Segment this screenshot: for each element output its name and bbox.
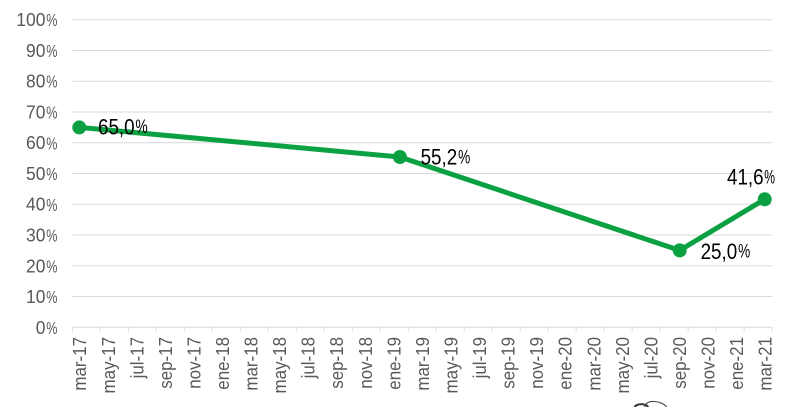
svg-text:%: %	[46, 319, 57, 338]
svg-text:%: %	[458, 146, 470, 168]
svg-text:100: 100	[16, 10, 45, 30]
svg-text:may-18: may-18	[269, 337, 290, 393]
svg-text:%: %	[764, 166, 775, 188]
svg-text:30: 30	[26, 226, 45, 246]
svg-text:jul-20: jul-20	[640, 337, 661, 379]
svg-text:50: 50	[26, 164, 45, 184]
svg-text:sep-19: sep-19	[498, 337, 519, 389]
svg-text:90: 90	[26, 41, 45, 61]
svg-text:ene-19: ene-19	[383, 337, 404, 390]
svg-text:ene-20: ene-20	[555, 337, 576, 390]
svg-text:0: 0	[36, 318, 46, 338]
svg-text:mar-17: mar-17	[69, 337, 90, 391]
svg-text:may-19: may-19	[440, 337, 461, 393]
svg-text:%: %	[46, 104, 57, 123]
svg-text:40: 40	[26, 195, 45, 215]
svg-text:60: 60	[26, 133, 45, 153]
svg-text:jul-19: jul-19	[469, 337, 490, 379]
svg-text:mar-21: mar-21	[755, 337, 776, 391]
svg-text:%: %	[46, 42, 57, 61]
svg-text:%: %	[136, 116, 148, 138]
svg-text:%: %	[46, 257, 57, 276]
svg-text:70: 70	[26, 102, 45, 122]
svg-text:%: %	[46, 134, 57, 153]
svg-text:%: %	[46, 11, 57, 30]
svg-text:sep-18: sep-18	[326, 337, 347, 389]
svg-text:10: 10	[26, 287, 45, 307]
svg-text:mar-19: mar-19	[412, 337, 433, 391]
svg-text:may-20: may-20	[612, 337, 633, 393]
svg-text:mar-18: mar-18	[241, 337, 262, 391]
svg-text:nov-17: nov-17	[183, 337, 204, 389]
svg-text:nov-18: nov-18	[355, 337, 376, 389]
svg-text:20: 20	[26, 256, 45, 276]
svg-text:jul-18: jul-18	[298, 337, 319, 379]
svg-text:%: %	[46, 73, 57, 92]
svg-text:41,6: 41,6	[727, 165, 764, 190]
svg-text:nov-19: nov-19	[526, 337, 547, 389]
svg-text:nov-20: nov-20	[697, 337, 718, 389]
svg-text:25,0: 25,0	[701, 239, 738, 264]
svg-text:ene-21: ene-21	[726, 337, 747, 390]
svg-text:jul-17: jul-17	[126, 337, 147, 379]
svg-text:55,2: 55,2	[421, 145, 458, 170]
svg-text:ene-18: ene-18	[212, 337, 233, 390]
svg-text:%: %	[46, 196, 57, 215]
svg-text:sep-17: sep-17	[155, 337, 176, 389]
svg-text:mar-20: mar-20	[583, 337, 604, 391]
svg-text:%: %	[738, 240, 750, 262]
svg-text:sep-20: sep-20	[669, 337, 690, 389]
svg-text:%: %	[46, 227, 57, 246]
svg-text:80: 80	[26, 72, 45, 92]
svg-text:65,0: 65,0	[98, 114, 135, 139]
svg-text:%: %	[46, 288, 57, 307]
svg-text:%: %	[46, 165, 57, 184]
svg-text:may-17: may-17	[98, 337, 119, 393]
